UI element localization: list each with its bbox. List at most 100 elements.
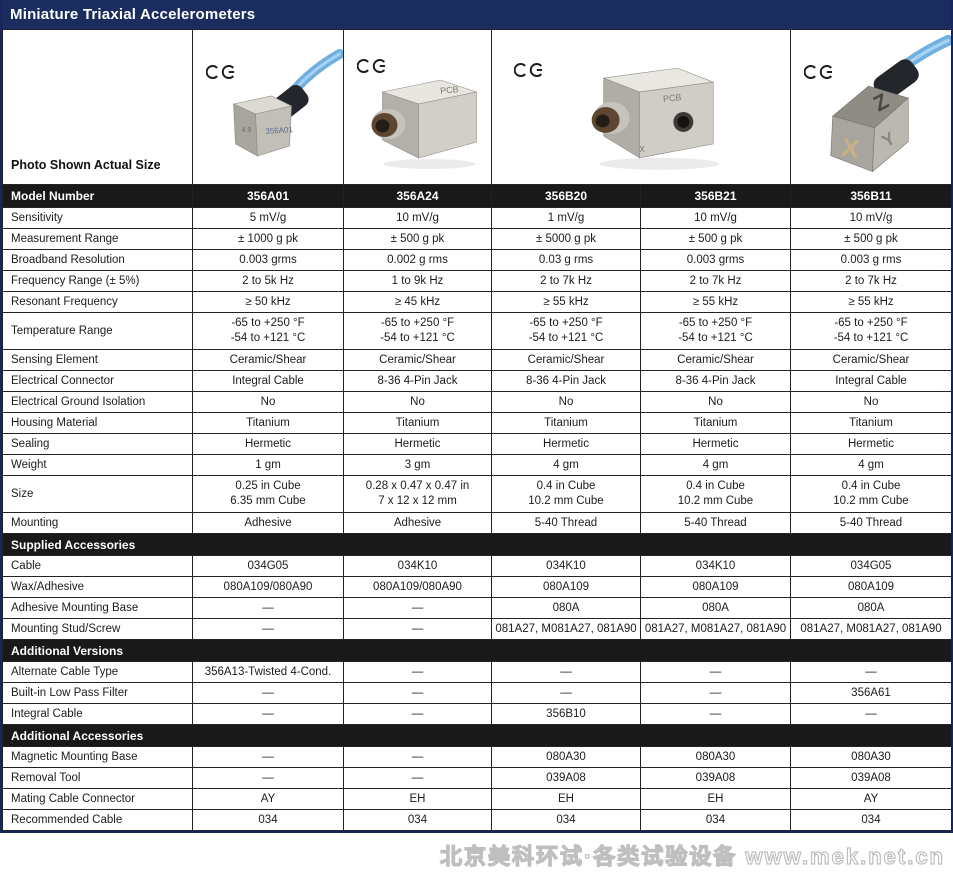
row-label: Mounting: [2, 512, 193, 534]
spec-value: ± 500 g pk: [343, 228, 492, 250]
spec-value: 10 mV/g: [343, 207, 492, 229]
spec-value: 5 mV/g: [192, 207, 344, 229]
spec-value: —: [640, 682, 791, 704]
spec-value: 080A109: [640, 576, 791, 598]
spec-value: —: [640, 703, 791, 725]
spec-value: 080A109: [491, 576, 641, 598]
spec-value: No: [640, 391, 791, 413]
spec-value: 2 to 7k Hz: [491, 270, 641, 292]
spec-value: 080A: [790, 597, 952, 619]
spec-value: —: [343, 618, 492, 640]
spec-value: 0.4 in Cube 10.2 mm Cube: [790, 475, 952, 513]
spec-value: 5-40 Thread: [640, 512, 791, 534]
spec-value: 034: [491, 809, 641, 831]
row-label: Removal Tool: [2, 767, 193, 789]
spec-value: Hermetic: [491, 433, 641, 455]
table-row-measurement-range: Measurement Range ± 1000 g pk ± 500 g pk…: [2, 228, 952, 250]
spec-value: AY: [790, 788, 952, 810]
table-row-recommended-cable: Recommended Cable 034 034 034 034 034: [2, 809, 952, 831]
spec-value: 034K10: [343, 555, 492, 577]
spec-value: 080A30: [640, 746, 791, 768]
model-name: 356B20: [491, 184, 641, 208]
spec-value: -65 to +250 °F -54 to +121 °C: [790, 312, 952, 350]
spec-value: 2 to 7k Hz: [640, 270, 791, 292]
spec-value: AY: [192, 788, 344, 810]
spec-value: 0.003 grms: [640, 249, 791, 271]
spec-value: 356B10: [491, 703, 641, 725]
spec-value: 034G05: [192, 555, 344, 577]
spec-value: Titanium: [491, 412, 641, 434]
spec-value: Hermetic: [343, 433, 492, 455]
spec-value: 10 mV/g: [790, 207, 952, 229]
row-label: Mating Cable Connector: [2, 788, 193, 810]
spec-value: 080A: [640, 597, 791, 619]
table-row-integral-cable: Integral Cable — — 356B10 — —: [2, 703, 952, 725]
spec-value: 039A08: [491, 767, 641, 789]
spec-value: 034G05: [790, 555, 952, 577]
svg-text:X: X: [640, 145, 646, 154]
table-row-wax-adhesive: Wax/Adhesive 080A109/080A90 080A109/080A…: [2, 576, 952, 598]
row-label: Size: [2, 475, 193, 513]
spec-value: —: [491, 661, 641, 683]
spec-value: 034K10: [491, 555, 641, 577]
svg-text:PCB: PCB: [663, 92, 682, 104]
table-row-mounting: Mounting Adhesive Adhesive 5-40 Thread 5…: [2, 512, 952, 534]
product-photo-356a24: PCB: [371, 79, 478, 169]
spec-value: 034: [192, 809, 344, 831]
spec-value: Adhesive: [192, 512, 344, 534]
spec-value: -65 to +250 °F -54 to +121 °C: [192, 312, 344, 350]
spec-value: —: [192, 597, 344, 619]
spec-value: —: [491, 682, 641, 704]
spec-value: 356A13-Twisted 4-Cond.: [192, 661, 344, 683]
table-row-size: Size 0.25 in Cube 6.35 mm Cube 0.28 x 0.…: [2, 475, 952, 513]
table-row-housing-material: Housing Material Titanium Titanium Titan…: [2, 412, 952, 434]
spec-value: —: [790, 661, 952, 683]
table-row-resonant-frequency: Resonant Frequency ≥ 50 kHz ≥ 45 kHz ≥ 5…: [2, 291, 952, 313]
spec-value: Ceramic/Shear: [491, 349, 641, 371]
spec-value: —: [343, 682, 492, 704]
row-label: Weight: [2, 454, 193, 476]
product-photo-356a01: 356A01 4.9: [232, 49, 343, 157]
table-row-mounting-stud-screw: Mounting Stud/Screw — — 081A27, M081A27,…: [2, 618, 952, 640]
spec-value: ≥ 55 kHz: [640, 291, 791, 313]
spec-value: 0.03 g rms: [491, 249, 641, 271]
svg-text:356A01: 356A01: [265, 125, 294, 136]
row-label: Frequency Range (± 5%): [2, 270, 193, 292]
spec-value: 4 gm: [790, 454, 952, 476]
spec-value: 034: [640, 809, 791, 831]
row-label: Magnetic Mounting Base: [2, 746, 193, 768]
svg-text:PCB: PCB: [440, 84, 459, 96]
spec-value: 10 mV/g: [640, 207, 791, 229]
spec-value: Ceramic/Shear: [640, 349, 791, 371]
spec-value: Ceramic/Shear: [192, 349, 344, 371]
spec-value: —: [343, 767, 492, 789]
spec-value: EH: [640, 788, 791, 810]
spec-value: Adhesive: [343, 512, 492, 534]
spec-value: 081A27, M081A27, 081A90: [640, 618, 791, 640]
spec-value: ± 500 g pk: [790, 228, 952, 250]
row-label: Mounting Stud/Screw: [2, 618, 193, 640]
spec-value: —: [192, 746, 344, 768]
spec-value: 2 to 5k Hz: [192, 270, 344, 292]
spec-value: Hermetic: [192, 433, 344, 455]
table-row-sealing: Sealing Hermetic Hermetic Hermetic Herme…: [2, 433, 952, 455]
spec-value: Titanium: [343, 412, 492, 434]
spec-value: —: [343, 746, 492, 768]
spec-value: ≥ 55 kHz: [491, 291, 641, 313]
spec-value: —: [192, 682, 344, 704]
spec-value: No: [192, 391, 344, 413]
spec-value: 356A61: [790, 682, 952, 704]
spec-value: Hermetic: [790, 433, 952, 455]
photo-356a01: 356A01 4.9: [192, 29, 344, 185]
table-row-cable: Cable 034G05 034K10 034K10 034K10 034G05: [2, 555, 952, 577]
spec-value: -65 to +250 °F -54 to +121 °C: [491, 312, 641, 350]
model-number-label: Model Number: [2, 184, 193, 208]
spec-value: Ceramic/Shear: [790, 349, 952, 371]
spec-value: EH: [491, 788, 641, 810]
spec-value: —: [192, 767, 344, 789]
spec-value: ± 5000 g pk: [491, 228, 641, 250]
spec-value: ≥ 45 kHz: [343, 291, 492, 313]
page-title: Miniature Triaxial Accelerometers: [2, 0, 951, 29]
spec-value: Ceramic/Shear: [343, 349, 492, 371]
ce-icon: [357, 59, 386, 73]
